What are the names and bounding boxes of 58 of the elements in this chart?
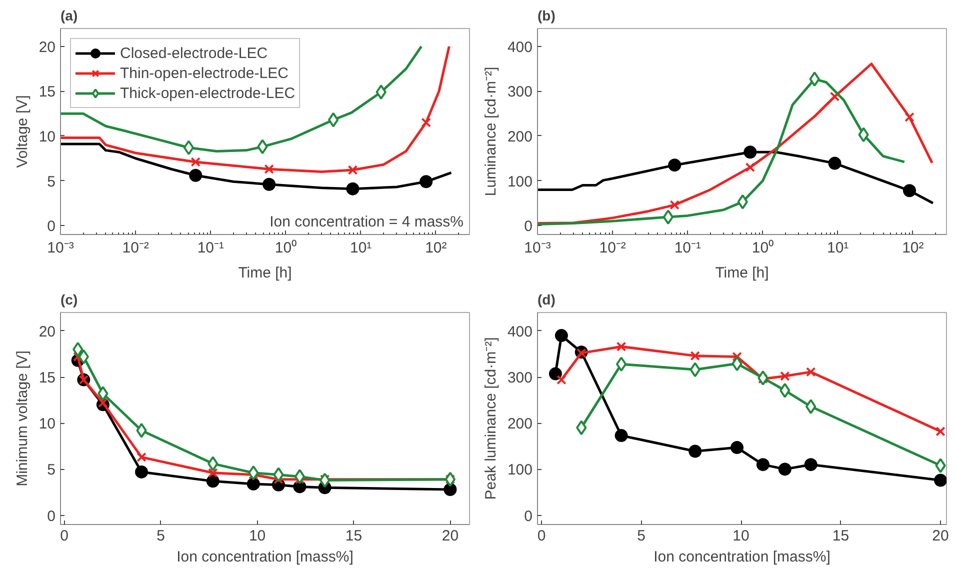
x-tick-label: 10¹ <box>827 240 849 256</box>
y-axis-title: Peak luminance [cd·m⁻²] <box>482 337 500 500</box>
x-tick-label: 20 <box>442 528 459 544</box>
y-tick-label: 200 <box>507 416 533 433</box>
legend-label: Thick-open-electrode-LEC <box>120 84 296 103</box>
x-tick-label: 10⁻¹ <box>197 240 224 256</box>
y-tick-label: 20 <box>38 323 56 340</box>
y-tick-label: 5 <box>47 173 56 190</box>
y-axis-title: Luminance [cd·m⁻²] <box>482 66 500 196</box>
x-tick-label: 10¹ <box>350 240 372 256</box>
chart-title: (a) <box>60 8 78 24</box>
x-tick-label: 15 <box>832 528 850 544</box>
x-tick-label: 10⁻¹ <box>674 240 702 256</box>
y-tick-label: 10 <box>38 416 56 433</box>
y-tick-label: 0 <box>524 508 532 525</box>
x-axis-title: Time [h] <box>715 264 769 282</box>
x-tick-label: 10⁻³ <box>47 240 74 256</box>
y-tick-label: 300 <box>507 370 533 387</box>
y-tick-label: 100 <box>507 173 533 190</box>
x-axis-title: Ion concentration [mass%] <box>654 548 830 566</box>
x-tick-label: 10⁰ <box>274 240 297 256</box>
x-tick-label: 5 <box>156 528 165 544</box>
x-tick-label: 0 <box>537 528 546 544</box>
x-tick-label: 10⁻³ <box>524 240 551 256</box>
legend-label: Closed-electrode-LEC <box>120 44 268 63</box>
chart-title: (d) <box>538 292 556 308</box>
y-tick-label: 300 <box>507 84 533 101</box>
annotation: Ion concentration = 4 mass% <box>270 214 464 230</box>
x-tick-label: 15 <box>345 528 362 544</box>
x-tick-label: 10² <box>902 240 924 256</box>
y-axis-title: Voltage [V] <box>14 95 31 168</box>
y-axis-title: Minimum voltage [V] <box>14 350 31 486</box>
x-tick-label: 5 <box>637 528 646 544</box>
y-tick-label: 200 <box>507 128 533 146</box>
y-tick-label: 0 <box>524 218 532 236</box>
y-tick-label: 400 <box>507 38 533 56</box>
y-tick-label: 5 <box>47 462 56 479</box>
legend-label: Thin-open-electrode-LEC <box>120 64 288 83</box>
y-tick-label: 10 <box>38 128 56 146</box>
chart-title: (c) <box>60 292 78 308</box>
x-tick-label: 0 <box>60 528 69 544</box>
y-tick-label: 20 <box>38 38 56 56</box>
y-tick-label: 400 <box>507 323 533 340</box>
x-tick-label: 10² <box>425 240 447 256</box>
y-tick-label: 15 <box>38 370 56 387</box>
x-axis-title: Ion concentration [mass%] <box>176 548 354 566</box>
x-tick-label: 10⁰ <box>752 240 774 256</box>
x-tick-label: 20 <box>932 528 949 544</box>
x-tick-label: 10⁻² <box>599 240 626 256</box>
y-tick-label: 15 <box>38 84 56 101</box>
y-tick-label: 100 <box>507 462 533 479</box>
chart-title: (b) <box>538 8 556 24</box>
x-tick-label: 10 <box>732 528 750 544</box>
y-tick-label: 0 <box>47 508 56 525</box>
y-tick-label: 0 <box>47 218 56 236</box>
x-tick-label: 10⁻² <box>122 240 149 256</box>
x-axis-title: Time [h] <box>238 264 292 282</box>
x-tick-label: 10 <box>248 528 266 544</box>
